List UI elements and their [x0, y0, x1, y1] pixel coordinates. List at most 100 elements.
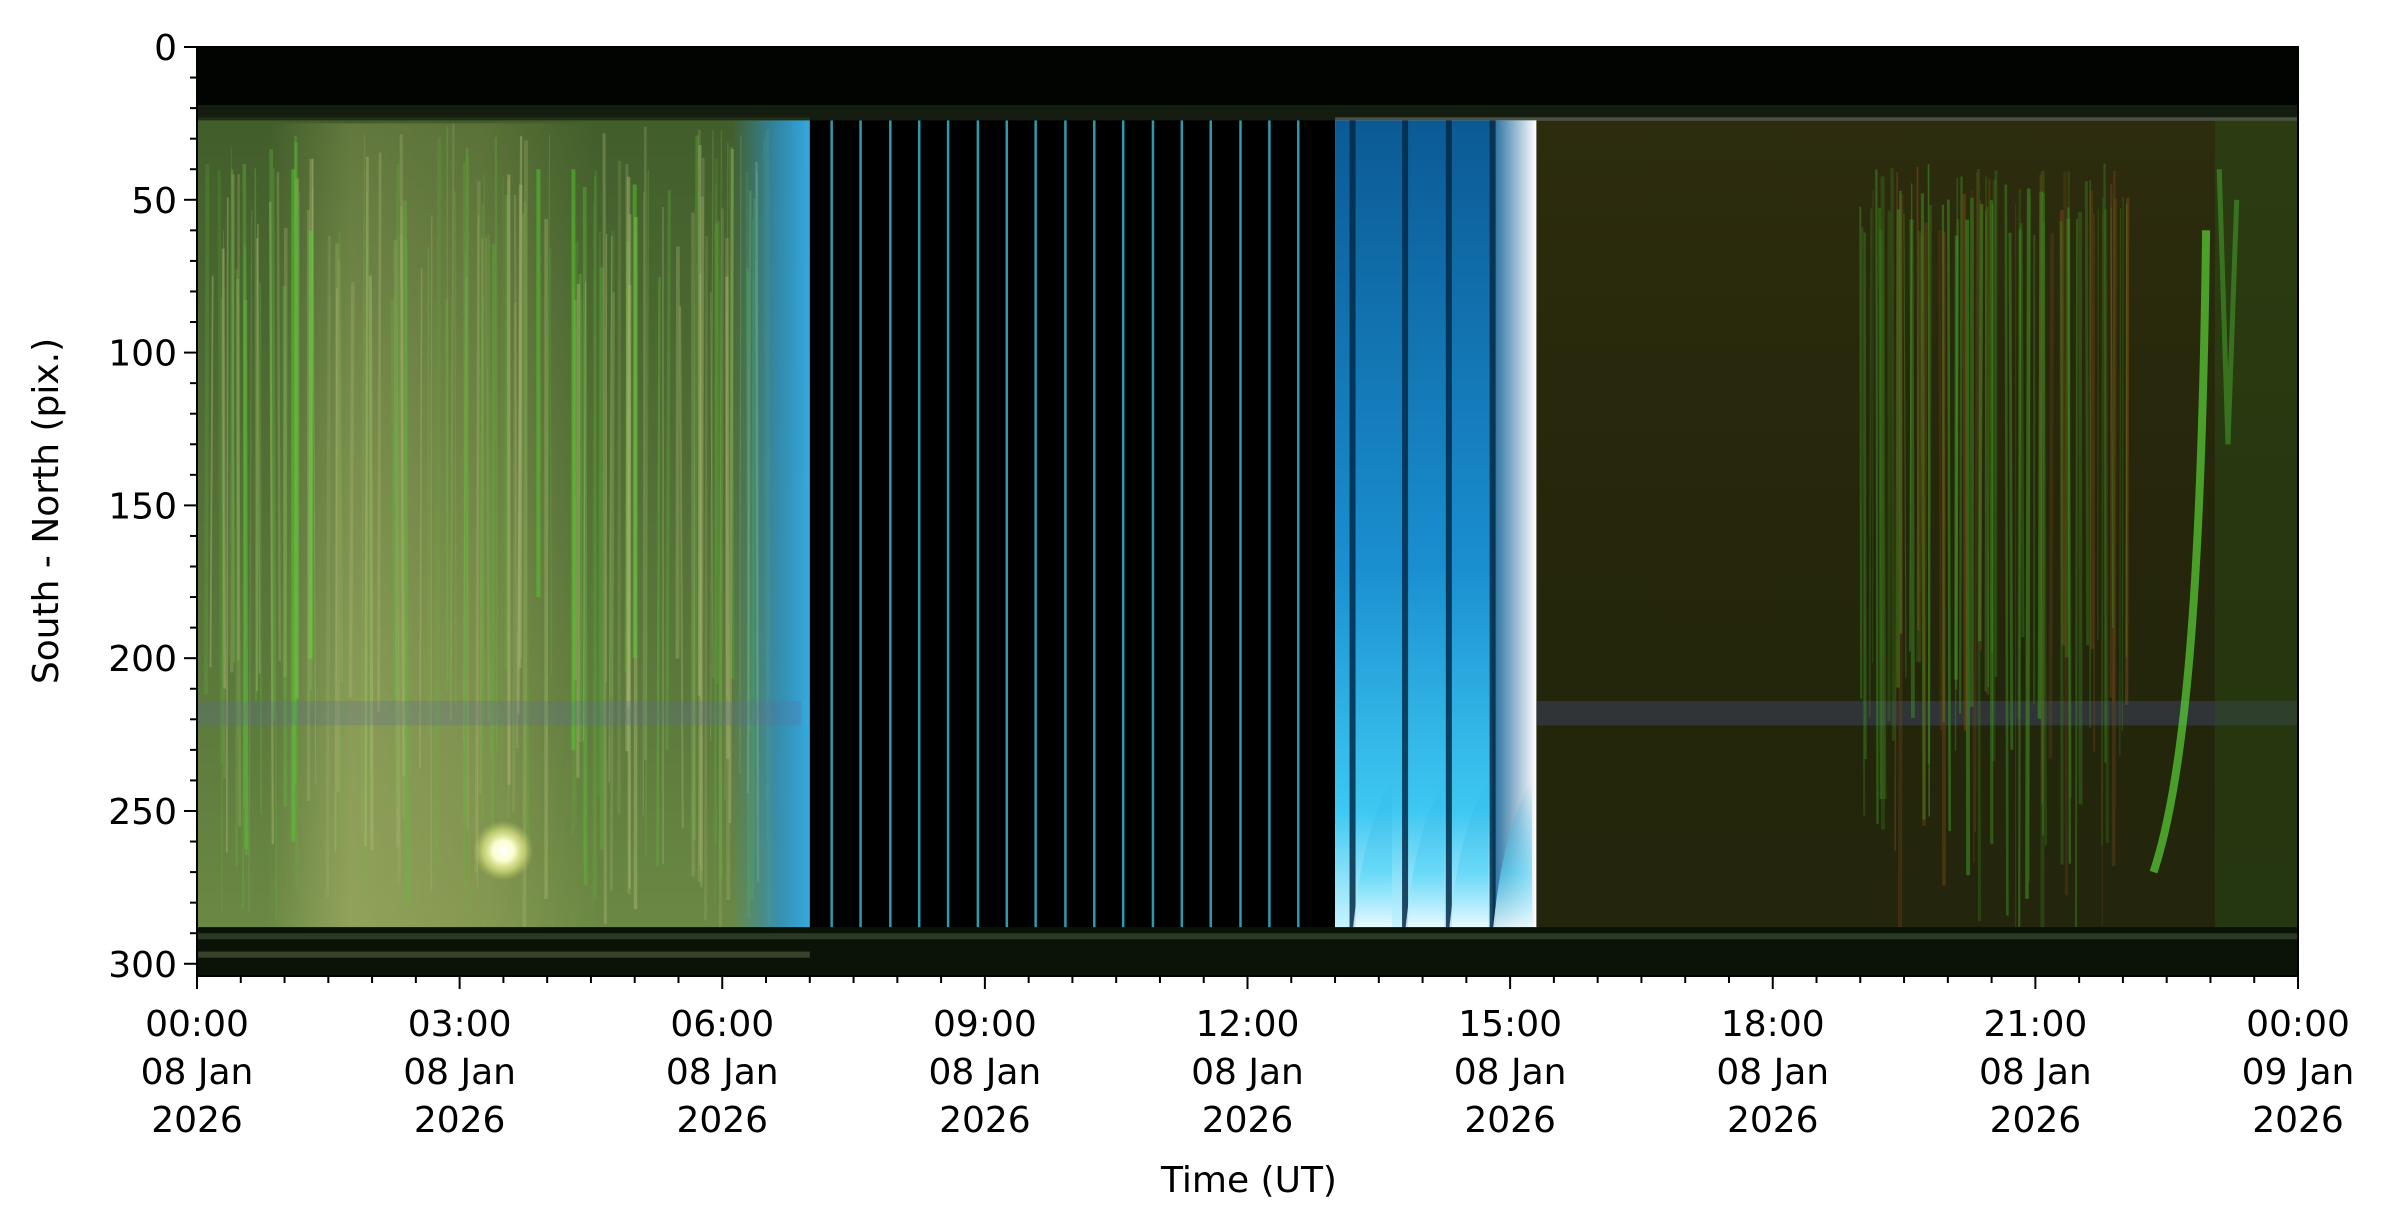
- aurora-streak: [573, 242, 579, 827]
- aurora-streak: [377, 152, 382, 713]
- aurora-streak: [446, 126, 449, 679]
- aurora-streak: [523, 202, 530, 843]
- x-tick-label-line: 08 Jan: [1191, 1052, 1304, 1093]
- aurora-streak: [2042, 222, 2048, 846]
- aurora-streak: [608, 235, 613, 782]
- x-tick-label-line: 08 Jan: [1716, 1052, 1829, 1093]
- aurora-streak: [700, 157, 705, 888]
- aurora-streak: [2100, 197, 2104, 846]
- aurora-streak: [434, 301, 437, 880]
- aurora-streak: [2067, 207, 2071, 864]
- aurora-streak: [293, 142, 298, 785]
- bottom-band-line: [197, 933, 2298, 940]
- aurora-streak: [504, 195, 509, 670]
- x-tick-label: 09:00 08 Jan 2026: [929, 1004, 1042, 1141]
- bright-spot: [473, 820, 534, 881]
- aurora-streak: [1921, 234, 1925, 661]
- aurora-streak: [1861, 227, 1866, 817]
- aurora-streak: [597, 231, 601, 797]
- aurora-streak: [254, 168, 257, 701]
- aurora-streak: [592, 204, 595, 907]
- aurora-streak: [2019, 223, 2025, 638]
- x-tick-label-line: 09:00: [933, 1004, 1037, 1045]
- aurora-streak: [2119, 208, 2122, 757]
- x-tick-label-line: 08 Jan: [141, 1052, 254, 1093]
- aurora-streak: [1916, 231, 1922, 663]
- aurora-streak: [512, 302, 517, 812]
- aurora-streak: [2059, 210, 2066, 646]
- aurora-streak: [248, 210, 253, 912]
- x-tick-label: 15:00 08 Jan 2026: [1454, 1004, 1567, 1141]
- aurora-streak: [2048, 233, 2055, 759]
- aurora-streak: [725, 276, 730, 759]
- aurora-streak: [699, 274, 703, 871]
- aurora-streak: [1927, 164, 1931, 817]
- aurora-streak: [710, 292, 714, 678]
- horizontal-band: [1536, 700, 2298, 726]
- aurora-streak: [507, 177, 511, 818]
- aurora-streak: [1909, 219, 1915, 719]
- aurora-streak: [435, 137, 442, 863]
- twilight-flare: [1405, 780, 1445, 934]
- aurora-streak: [1954, 177, 1959, 751]
- aurora-streak: [269, 149, 276, 721]
- aurora-streak: [522, 140, 528, 927]
- x-tick-label: 12:00 08 Jan 2026: [1191, 1004, 1304, 1141]
- twilight-flare: [1448, 780, 1489, 934]
- aurora-streak: [399, 134, 406, 776]
- aurora-streak: [1986, 206, 1990, 687]
- x-axis: 00:00 08 Jan 2026 03:00 08 Jan 2026 06:00 08 Ja…: [141, 976, 2355, 1141]
- aurora-streak: [390, 298, 398, 698]
- aurora-streak: [1899, 190, 1903, 634]
- twilight-flare: [1492, 780, 1533, 934]
- y-tick-label: 150: [108, 486, 177, 527]
- aurora-streak: [1878, 207, 1883, 800]
- aurora-arc: [2216, 169, 2240, 445]
- region-right-edge: [2214, 120, 2298, 934]
- aurora-streak: [582, 186, 588, 885]
- aurora-streak: [605, 233, 608, 682]
- aurora-streak: [490, 243, 496, 836]
- aurora-streak: [579, 300, 586, 864]
- region-twilight-right: [1335, 120, 1493, 934]
- twilight-separator: [1445, 120, 1452, 934]
- aurora-streak: [1920, 193, 1926, 820]
- aurora-streak: [430, 215, 433, 893]
- aurora-streak: [1890, 168, 1896, 741]
- x-tick-label: 00:00 08 Jan 2026: [141, 1004, 254, 1141]
- aurora-streak: [1976, 169, 1981, 922]
- x-tick-label-line: 03:00: [408, 1004, 512, 1045]
- aurora-streak: [228, 147, 232, 659]
- region-daylight-gap: [809, 47, 1336, 976]
- x-tick-label: 03:00 08 Jan 2026: [403, 1004, 516, 1141]
- aurora-streak: [462, 254, 467, 741]
- x-tick-label-line: 2026: [1990, 1100, 2082, 1141]
- aurora-streak: [360, 133, 366, 834]
- aurora-streak: [724, 142, 729, 801]
- aurora-streak: [325, 235, 331, 898]
- aurora-streak: [220, 297, 226, 779]
- x-tick-label-line: 15:00: [1458, 1004, 1562, 1045]
- aurora-streak: [692, 135, 699, 840]
- aurora-streak: [2125, 197, 2130, 705]
- x-tick-label: 00:00 09 Jan 2026: [2242, 1004, 2355, 1141]
- x-tick-label-line: 2026: [676, 1100, 768, 1141]
- x-tick-label-line: 2026: [2252, 1100, 2344, 1141]
- aurora-streak: [2004, 184, 2009, 916]
- x-tick-label-line: 18:00: [1721, 1004, 1825, 1045]
- aurora-streak: [242, 163, 249, 856]
- aurora-streak: [1974, 172, 1978, 832]
- aurora-streak: [714, 184, 717, 905]
- aurora-streak: [1903, 213, 1907, 678]
- aurora-streak: [335, 243, 341, 792]
- aurora-streak: [257, 223, 261, 674]
- x-tick-label-line: 00:00: [145, 1004, 249, 1045]
- aurora-streak: [338, 231, 343, 840]
- y-tick-label: 100: [108, 334, 177, 375]
- aurora-streak: [1958, 176, 1963, 714]
- aurora-streak: [312, 187, 317, 785]
- x-tick-label: 21:00 08 Jan 2026: [1979, 1004, 2092, 1141]
- aurora-streak: [500, 176, 504, 882]
- aurora-streak: [348, 282, 355, 698]
